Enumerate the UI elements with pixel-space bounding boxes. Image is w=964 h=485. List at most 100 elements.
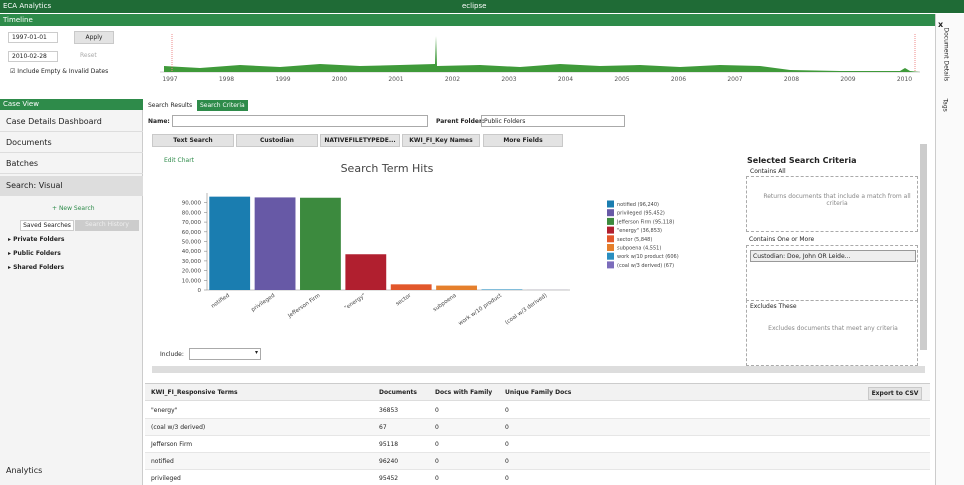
table-row[interactable]: (coal w/3 derived) 67 0 0 <box>145 419 930 436</box>
legend-swatch <box>607 252 614 260</box>
folder[interactable]: ▸ Shared Folders <box>8 264 65 271</box>
table-cell: 0 <box>505 475 509 482</box>
legend-swatch <box>607 235 614 243</box>
name-input[interactable] <box>172 115 428 127</box>
table-row[interactable]: notified 96240 0 0 <box>145 453 930 470</box>
field-button[interactable]: Custodian <box>236 134 318 147</box>
h-scrollbar[interactable] <box>152 366 925 373</box>
box-hint: Returns documents that include a match f… <box>763 193 911 207</box>
column-header[interactable]: Documents <box>379 389 417 396</box>
field-button[interactable]: Text Search <box>152 134 234 147</box>
tab[interactable]: Search History <box>75 220 139 231</box>
year-label: 1998 <box>219 76 234 83</box>
tab[interactable]: Saved Searches <box>20 220 74 231</box>
legend-swatch <box>607 244 614 251</box>
timeline-title: Timeline <box>3 16 33 24</box>
legend-label: notified (96,240) <box>617 202 659 208</box>
nav-item[interactable]: Batches <box>0 154 143 174</box>
nav-item[interactable]: Documents <box>0 133 143 153</box>
folder[interactable]: ▸ Public Folders <box>8 250 61 257</box>
results-table: KWI_FI_Responsive Terms Documents Docs w… <box>145 383 930 485</box>
year-label: 2003 <box>501 76 516 83</box>
include-label: Include: <box>160 351 184 358</box>
x-tick-label: work w/10 product <box>458 292 504 327</box>
timeline-chart: 1997 1998 1999 2000 2001 2002 2003 2004 2005 2006… <box>160 34 920 83</box>
year-label: 1997 <box>162 76 177 83</box>
x-tick-label: "energy" <box>344 293 367 312</box>
year-label: 2002 <box>445 76 460 83</box>
name-label: Name: <box>148 118 170 125</box>
contains-one-box[interactable]: Custodian: Doe, John OR Leide... <box>746 245 918 301</box>
legend-swatch <box>607 261 614 269</box>
folder[interactable]: ▸ Private Folders <box>8 236 65 243</box>
reset-button[interactable]: Reset <box>80 52 97 59</box>
nav-item[interactable]: Case Details Dashboard <box>0 112 143 132</box>
legend-label: privileged (95,452) <box>617 211 665 217</box>
year-label: 2004 <box>558 76 573 83</box>
table-row[interactable]: "energy" 36853 0 0 <box>145 402 930 419</box>
export-button[interactable]: Export to CSV <box>868 387 922 400</box>
nav-item[interactable]: Search: Visual <box>0 176 143 196</box>
folder-label: Public Folders <box>13 250 61 257</box>
include-empty-label: Include Empty & Invalid Dates <box>17 68 109 75</box>
year-label: 2010 <box>897 76 912 83</box>
y-tick-label: 90,000 <box>182 201 202 207</box>
year-label: 2005 <box>614 76 629 83</box>
folder-label: Shared Folders <box>13 264 65 271</box>
table-cell: 96240 <box>379 458 399 465</box>
tab[interactable]: Search Criteria <box>197 100 248 111</box>
chart-title: Search Term Hits <box>341 162 434 175</box>
legend-label: (coal w/3 derived) (67) <box>617 263 674 269</box>
legend-label: Jefferson Firm (95,118) <box>616 219 674 225</box>
y-tick-label: 80,000 <box>182 210 202 216</box>
column-header[interactable]: Docs with Family <box>435 389 493 396</box>
legend-label: work w/10 product (606) <box>617 254 679 260</box>
table-row[interactable]: privileged 95452 0 0 <box>145 470 930 485</box>
year-label: 2001 <box>388 76 403 83</box>
chart: Search Term Hits 0 10,000 20,000 30,000 40,0… <box>182 162 679 327</box>
apply-button[interactable]: Apply <box>74 31 114 44</box>
criteria-item[interactable]: Custodian: Doe, John OR Leide... <box>750 250 916 262</box>
side-tab[interactable]: Tags <box>941 98 949 112</box>
analytics[interactable]: Analytics <box>6 466 43 475</box>
app-bar: ECA Analytics eclipse <box>0 0 964 13</box>
field-button[interactable]: KWI_FI_Key Names <box>402 134 480 147</box>
column-header[interactable]: Unique Family Docs <box>505 389 572 396</box>
bar <box>300 197 341 290</box>
y-tick-label: 70,000 <box>182 220 202 226</box>
tab[interactable]: Search Results <box>148 102 193 109</box>
y-tick-label: 0 <box>198 288 202 294</box>
parent-label: Parent Folder: <box>436 118 485 125</box>
edit-chart[interactable]: Edit Chart <box>164 157 195 164</box>
criteria-title: Selected Search Criteria <box>747 156 857 165</box>
box-label: Contains All <box>750 168 786 175</box>
x-tick-label: Jefferson Firm <box>286 293 321 320</box>
include-empty[interactable]: ☑ Include Empty & Invalid Dates <box>10 68 109 75</box>
field-button[interactable]: More Fields <box>483 134 563 147</box>
parent-select[interactable]: Public Folders <box>481 115 625 127</box>
table-cell: Jefferson Firm <box>151 441 193 448</box>
v-scrollbar[interactable] <box>920 144 927 350</box>
end-date[interactable]: 2010-02-28 <box>8 51 58 62</box>
side-tab[interactable]: Document Details <box>942 27 950 82</box>
contains-all-box[interactable]: Contains All Returns documents that incl… <box>746 168 918 232</box>
start-date[interactable]: 1997-01-01 <box>8 32 58 43</box>
app-title: ECA Analytics <box>3 2 52 10</box>
year-label: 2008 <box>784 76 799 83</box>
table-row[interactable]: Jefferson Firm 95118 0 0 <box>145 436 930 453</box>
side-panel: x Document Details Tags <box>935 14 964 485</box>
field-button[interactable]: NATIVEFILETYPEDE... <box>320 134 400 147</box>
new-search[interactable]: + New Search <box>52 205 95 212</box>
column-header[interactable]: KWI_FI_Responsive Terms <box>151 389 238 396</box>
bar <box>390 284 432 290</box>
year-label: 2009 <box>840 76 855 83</box>
bar <box>345 254 387 290</box>
legend-label: subpoena (4,551) <box>617 246 661 252</box>
legend-label: sector (5,848) <box>617 237 652 243</box>
excludes-box[interactable]: Excludes These Excludes documents that m… <box>746 300 918 366</box>
table-cell: 95118 <box>379 441 399 448</box>
include-select[interactable]: ▾ <box>189 348 261 360</box>
close-icon[interactable]: x <box>938 20 944 29</box>
x-tick-label: (coal w/3 derived) <box>504 293 548 326</box>
